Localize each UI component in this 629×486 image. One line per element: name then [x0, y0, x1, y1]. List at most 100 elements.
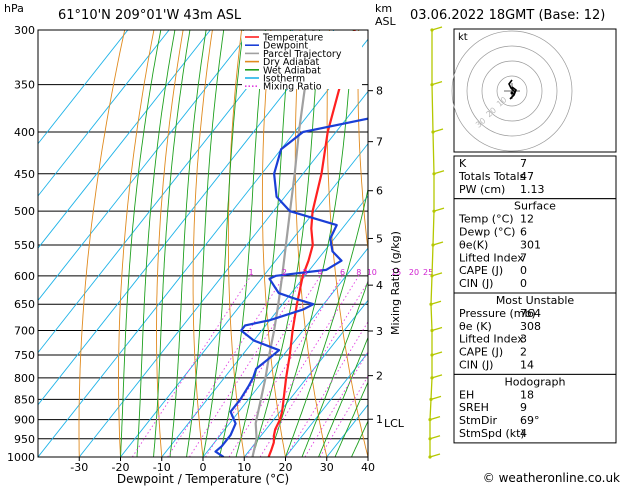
stat-label: Dewp (°C) [459, 226, 515, 239]
isotherm-line [78, 90, 368, 457]
mixing-ratio-line [189, 275, 306, 457]
wet-adiabat-line [169, 30, 207, 457]
most-unstable-block-title: Most Unstable [496, 294, 575, 307]
wet-adiabat-line [285, 187, 368, 457]
stat-label: Lifted Index [459, 251, 524, 264]
stat-value: 308 [520, 320, 541, 333]
stat-value: 301 [520, 238, 541, 251]
parcel-trajectory-line [251, 30, 315, 457]
wet-adiabat-line [153, 30, 191, 457]
wet-adiabat-line [252, 30, 321, 457]
wet-adiabat-line [334, 381, 368, 457]
wind-barb [431, 26, 443, 31]
wet-adiabat-line [318, 336, 368, 457]
wind-barb [429, 416, 441, 421]
mixing-ratio-line [228, 275, 343, 457]
location-title: 61°10'N 209°01'W 43m ASL [58, 8, 242, 23]
mixing-ratio-label: 1 [248, 268, 253, 277]
stat-value: 12 [520, 213, 534, 226]
mixing-ratio-line [285, 320, 368, 457]
wind-barb-dot [431, 130, 435, 134]
mixing-ratio-label: 10 [367, 268, 377, 277]
stat-value: 9 [520, 401, 527, 414]
stat-label: θe(K) [459, 238, 488, 251]
most-unstable-block-frame [453, 292, 617, 375]
isotherm-line [243, 299, 368, 457]
stat-value: 14 [520, 359, 534, 372]
mixing-ratio-line [167, 275, 285, 457]
km-tick-label: 6 [376, 185, 383, 198]
km-tick-label: 7 [376, 136, 383, 149]
stat-value: 2 [520, 346, 527, 359]
stat-label: CIN (J) [459, 277, 493, 290]
mixing-ratio-line [319, 375, 368, 457]
wind-barb [433, 170, 445, 175]
wind-barb [431, 374, 443, 379]
hodograph-ring [451, 30, 573, 152]
x-tick-label: 10 [237, 461, 251, 474]
stat-label: K [459, 157, 467, 170]
mixing-ratio-label: 25 [423, 268, 433, 277]
stat-label: StmDir [459, 414, 498, 427]
wind-barb-dot [430, 83, 434, 87]
mixing-ratio-line [131, 275, 252, 457]
legend-item-label: Wet Adiabat [263, 65, 321, 76]
stat-label: EH [459, 388, 474, 401]
dry-adiabat-line [78, 30, 126, 457]
dry-adiabat-line [118, 30, 155, 457]
isotherm-line [120, 142, 368, 457]
km-tick-label: 2 [376, 370, 383, 383]
stat-value: 764 [520, 307, 541, 320]
wind-barb-dot [428, 437, 432, 441]
stat-label: CAPE (J) [459, 264, 503, 277]
pressure-tick-label: 1000 [7, 451, 35, 464]
isotherm-line [38, 30, 294, 354]
stat-label: PW (cm) [459, 183, 505, 196]
legend-item-label: Isotherm [263, 74, 305, 85]
datetime-title: 03.06.2022 18GMT (Base: 12) [410, 8, 605, 23]
dry-adiabat-line [357, 30, 368, 254]
isotherm-line [38, 30, 170, 197]
wet-adiabat-line [202, 30, 244, 457]
wind-barb [431, 272, 443, 277]
legend-item-label: Parcel Trajectory [263, 49, 342, 60]
dewpoint-line [214, 117, 368, 457]
wind-barb [432, 241, 444, 246]
wet-adiabat-line [301, 279, 368, 457]
pressure-tick-label: 550 [14, 239, 35, 252]
pressure-tick-label: 300 [14, 24, 35, 37]
pressure-tick-label: 950 [14, 433, 35, 446]
legend-box [242, 31, 362, 89]
mixing-ratio-line [205, 275, 321, 457]
dry-adiabat-line [192, 30, 213, 457]
wind-barb [429, 435, 441, 440]
wind-barb-dot [428, 418, 432, 422]
stat-value: 6 [520, 226, 527, 239]
isotherm-line [38, 38, 368, 457]
isotherm-line [202, 247, 368, 457]
mixing-ratio-label: 4 [318, 268, 323, 277]
legend-item-label: Mixing Ratio [263, 82, 322, 93]
pressure-tick-label: 650 [14, 298, 35, 311]
isotherm-line [38, 30, 252, 302]
pressure-tick-label: 400 [14, 126, 35, 139]
legend-item-label: Temperature [262, 33, 323, 44]
dry-adiabat-line [326, 30, 368, 457]
mixing-ratio-line [246, 275, 360, 457]
legend-item-label: Dry Adiabat [263, 57, 320, 68]
pressure-tick-label: 800 [14, 372, 35, 385]
wet-adiabat-line [268, 30, 354, 457]
wind-barb-dot [430, 376, 434, 380]
hodograph-stats-block-title: Hodograph [505, 375, 566, 388]
mixing-ratio-label: 2 [282, 268, 287, 277]
mixing-ratio-label: 15 [391, 268, 401, 277]
wind-barbs [428, 26, 445, 459]
stat-value: 0 [520, 264, 527, 277]
pressure-tick-label: 450 [14, 168, 35, 181]
hodograph-unit-label: kt [458, 32, 468, 43]
stat-value: 47 [520, 170, 534, 183]
